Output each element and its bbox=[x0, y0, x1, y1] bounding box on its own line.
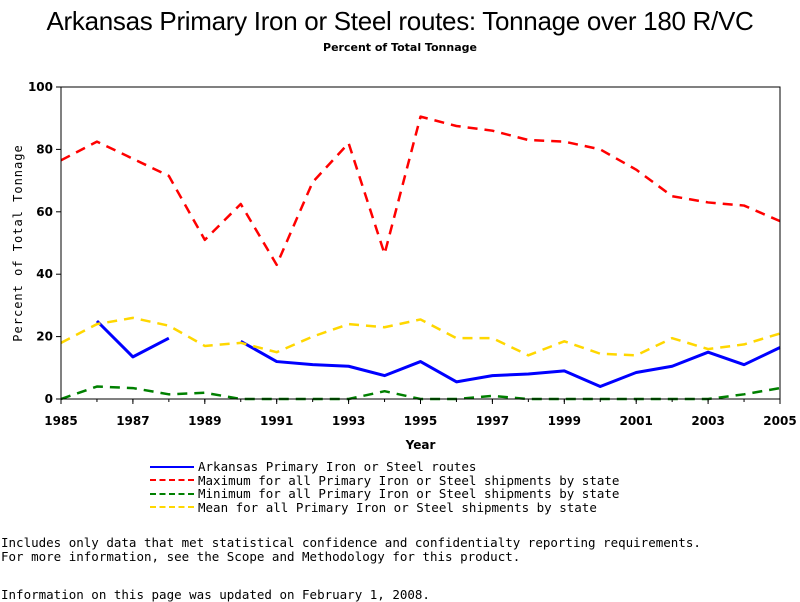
y-tick-label: 40 bbox=[36, 267, 53, 281]
footnote-line-1: Includes only data that met statistical … bbox=[1, 535, 701, 550]
y-axis: 0 20 40 60 80 100 bbox=[28, 80, 61, 406]
x-tick-label: 2001 bbox=[619, 414, 652, 428]
x-tick-label: 2003 bbox=[691, 414, 724, 428]
legend-swatch bbox=[150, 492, 194, 495]
legend-label: Mean for all Primary Iron or Steel shipm… bbox=[198, 499, 597, 515]
legend-swatch bbox=[150, 506, 194, 509]
y-tick-label: 20 bbox=[36, 330, 53, 344]
legend-entry: Arkansas Primary Iron or Steel routes bbox=[150, 460, 619, 474]
legend-swatch bbox=[150, 479, 194, 482]
series-line bbox=[95, 319, 170, 359]
series-layer bbox=[60, 115, 781, 401]
x-tick-label: 1987 bbox=[116, 414, 149, 428]
x-tick-label: 1995 bbox=[404, 414, 437, 428]
legend-swatch bbox=[150, 465, 194, 468]
footnotes: Includes only data that met statistical … bbox=[1, 536, 701, 564]
legend-entry: Maximum for all Primary Iron or Steel sh… bbox=[150, 472, 620, 488]
y-tick-label: 80 bbox=[36, 142, 53, 156]
series-line bbox=[60, 385, 781, 401]
series-line bbox=[60, 115, 781, 267]
x-tick-label: 1997 bbox=[476, 414, 509, 428]
y-tick-label: 0 bbox=[45, 392, 53, 406]
legend-entry: Mean for all Primary Iron or Steel shipm… bbox=[150, 499, 619, 515]
updated-note: Information on this page was updated on … bbox=[1, 587, 430, 602]
y-tick-label: 100 bbox=[28, 80, 53, 94]
x-tick-label: 1993 bbox=[332, 414, 365, 428]
chart-subtitle: Percent of Total Tonnage bbox=[323, 41, 477, 54]
series-2 bbox=[60, 385, 781, 401]
series-1 bbox=[60, 115, 781, 267]
x-tick-label: 2005 bbox=[763, 414, 796, 428]
x-axis: 1985 1987 1989 1991 1993 1995 1997 1999 2001 2003… bbox=[44, 399, 797, 428]
x-tick-label: 1985 bbox=[44, 414, 77, 428]
series-line bbox=[240, 339, 781, 389]
y-tick-label: 60 bbox=[36, 205, 53, 219]
legend-label: Maximum for all Primary Iron or Steel sh… bbox=[198, 472, 620, 488]
legend: Arkansas Primary Iron or Steel routes Max… bbox=[150, 460, 619, 514]
x-tick-label: 1989 bbox=[188, 414, 221, 428]
line-chart: 1985 1987 1989 1991 1993 1995 1997 1999 2001 2003… bbox=[11, 80, 797, 452]
series-line bbox=[60, 316, 781, 357]
series-0 bbox=[95, 319, 781, 389]
y-axis-label: Percent of Total Tonnage bbox=[11, 144, 25, 341]
chart-title: Arkansas Primary Iron or Steel routes: T… bbox=[46, 6, 754, 36]
legend-entry: Minimum for all Primary Iron or Steel sh… bbox=[150, 487, 619, 501]
series-3 bbox=[60, 316, 781, 357]
x-axis-label: Year bbox=[405, 438, 436, 452]
x-tick-label: 1991 bbox=[260, 414, 293, 428]
legend-label: Arkansas Primary Iron or Steel routes bbox=[198, 459, 477, 474]
plot-frame bbox=[60, 86, 781, 400]
legend-label: Minimum for all Primary Iron or Steel sh… bbox=[198, 486, 620, 501]
x-tick-label: 1999 bbox=[548, 414, 581, 428]
footnote-line-2: For more information, see the Scope and … bbox=[1, 549, 521, 564]
